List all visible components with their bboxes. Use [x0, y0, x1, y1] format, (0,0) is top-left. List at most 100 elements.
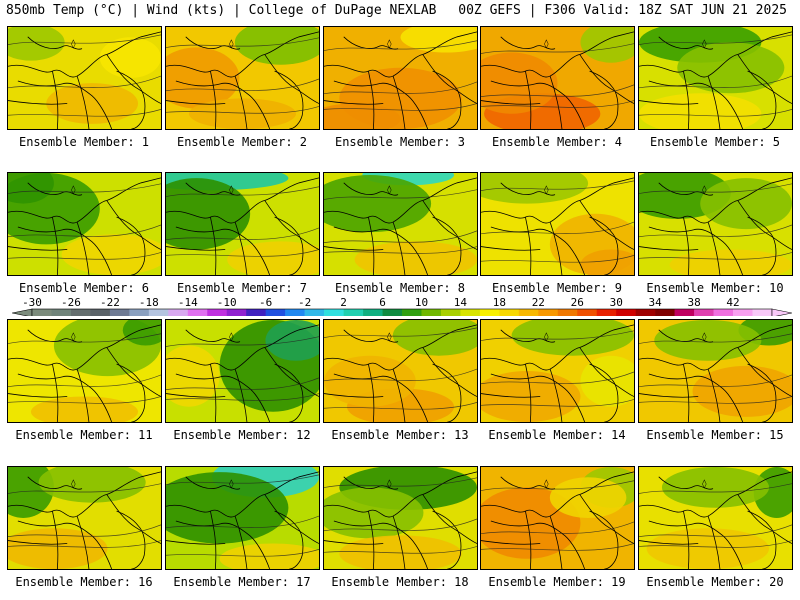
- ensemble-member-map[interactable]: ◊: [480, 319, 635, 423]
- state-borders: [8, 471, 161, 569]
- colorbar-segment: [70, 309, 91, 316]
- state-borders: [324, 324, 477, 422]
- station-marker: ◊: [71, 39, 76, 50]
- temperature-field: ◊: [166, 320, 319, 422]
- temperature-field: ◊: [639, 320, 792, 422]
- colorbar-tick-label: 26: [570, 296, 584, 309]
- ensemble-member-label: Ensemble Member: 7: [176, 281, 308, 295]
- state-borders: [639, 471, 792, 569]
- height-contours: [481, 43, 634, 108]
- state-borders: [324, 471, 477, 569]
- height-contours: [8, 183, 161, 260]
- height-contours: [8, 34, 161, 117]
- ensemble-member-label: Ensemble Member: 8: [334, 281, 466, 295]
- ensemble-member-map[interactable]: ◊: [7, 172, 162, 276]
- temperature-region: [677, 42, 785, 94]
- ensemble-member-map[interactable]: ◊: [7, 26, 162, 130]
- height-contours: [8, 333, 161, 404]
- ensemble-member-map[interactable]: ◊: [323, 172, 478, 276]
- temperature-colorbar: [12, 308, 792, 316]
- colorbar-segment: [733, 309, 753, 316]
- ensemble-member-map[interactable]: ◊: [480, 26, 635, 130]
- temperature-field: ◊: [324, 27, 477, 129]
- colorbar-segment: [713, 309, 734, 316]
- station-marker: ◊: [544, 479, 549, 490]
- temperature-region: [639, 93, 762, 129]
- temperature-region: [511, 320, 634, 356]
- colorbar-segment: [265, 309, 286, 316]
- state-borders: [481, 31, 634, 129]
- ensemble-member-label: Ensemble Member: 9: [491, 281, 623, 295]
- temperature-field: ◊: [8, 320, 161, 422]
- ensemble-member-label: Ensemble Member: 6: [18, 281, 150, 295]
- ensemble-member-label: Ensemble Member: 10: [646, 281, 784, 295]
- state-borders: [481, 177, 634, 275]
- colorbar-segment: [635, 309, 656, 316]
- ensemble-member-label: Ensemble Member: 14: [488, 428, 626, 442]
- ensemble-member-map[interactable]: ◊: [480, 172, 635, 276]
- ensemble-member-map[interactable]: ◊: [323, 319, 478, 423]
- colorbar-segment: [168, 309, 189, 316]
- ensemble-member-map[interactable]: ◊: [165, 26, 320, 130]
- ensemble-member-map[interactable]: ◊: [7, 319, 162, 423]
- colorbar-tick-label: 6: [379, 296, 386, 309]
- height-contours: [166, 474, 319, 557]
- height-contours: [639, 34, 792, 117]
- colorbar-lower-arrow: [12, 308, 33, 316]
- ensemble-member-label: Ensemble Member: 15: [646, 428, 784, 442]
- ensemble-member-map[interactable]: ◊: [165, 172, 320, 276]
- colorbar-tick-label: 30: [609, 296, 623, 309]
- model-run-info: 00Z GEFS | F306 Valid: 18Z SAT JUN 21 20…: [458, 3, 787, 18]
- ensemble-member-label: Ensemble Member: 19: [488, 575, 626, 589]
- state-borders: [166, 471, 319, 569]
- ensemble-member-map[interactable]: ◊: [480, 466, 635, 570]
- temperature-region: [700, 178, 792, 230]
- temperature-region: [580, 355, 634, 407]
- temperature-field: ◊: [481, 27, 634, 129]
- state-borders: [639, 31, 792, 129]
- ensemble-member-label: Ensemble Member: 4: [491, 135, 623, 149]
- ensemble-member-label: Ensemble Member: 17: [173, 575, 311, 589]
- station-marker: ◊: [544, 185, 549, 196]
- ensemble-member-map[interactable]: ◊: [638, 172, 793, 276]
- ensemble-member-map[interactable]: ◊: [323, 26, 478, 130]
- temperature-field: ◊: [481, 173, 634, 275]
- station-marker: ◊: [387, 332, 392, 343]
- station-marker: ◊: [71, 185, 76, 196]
- ensemble-member-map[interactable]: ◊: [165, 466, 320, 570]
- ensemble-member-map[interactable]: ◊: [165, 319, 320, 423]
- ensemble-member-map[interactable]: ◊: [7, 466, 162, 570]
- temperature-region: [46, 83, 139, 124]
- temperature-region: [549, 477, 627, 518]
- ensemble-member-map[interactable]: ◊: [638, 466, 793, 570]
- colorbar-segment: [577, 309, 598, 316]
- map-title: 850mb Temp (°C) | Wind (kts) | College o…: [6, 3, 437, 18]
- colorbar-segment: [674, 309, 695, 316]
- temperature-field: ◊: [324, 320, 477, 422]
- station-marker: ◊: [702, 39, 707, 50]
- temperature-field: ◊: [8, 467, 161, 569]
- temperature-region: [166, 47, 240, 109]
- height-contours: [639, 183, 792, 260]
- temperature-region: [265, 320, 319, 361]
- temperature-region: [646, 528, 770, 569]
- station-marker: ◊: [387, 479, 392, 490]
- temperature-region: [580, 27, 634, 63]
- temperature-region: [481, 52, 558, 114]
- ensemble-member-label: Ensemble Member: 18: [331, 575, 469, 589]
- ensemble-member-map[interactable]: ◊: [323, 466, 478, 570]
- colorbar-tick-label: 42: [726, 296, 740, 309]
- colorbar-segment: [226, 309, 247, 316]
- temperature-field: ◊: [166, 27, 319, 129]
- temperature-region: [227, 241, 319, 275]
- temperature-region: [354, 241, 477, 275]
- ensemble-member-label: Ensemble Member: 11: [15, 428, 153, 442]
- colorbar-segment: [752, 309, 773, 316]
- ensemble-member-map[interactable]: ◊: [638, 26, 793, 130]
- temperature-field: ◊: [481, 320, 634, 422]
- colorbar-segment: [460, 309, 481, 316]
- ensemble-member-map[interactable]: ◊: [638, 319, 793, 423]
- height-contours: [166, 336, 319, 401]
- state-borders: [639, 324, 792, 422]
- station-marker: ◊: [229, 332, 234, 343]
